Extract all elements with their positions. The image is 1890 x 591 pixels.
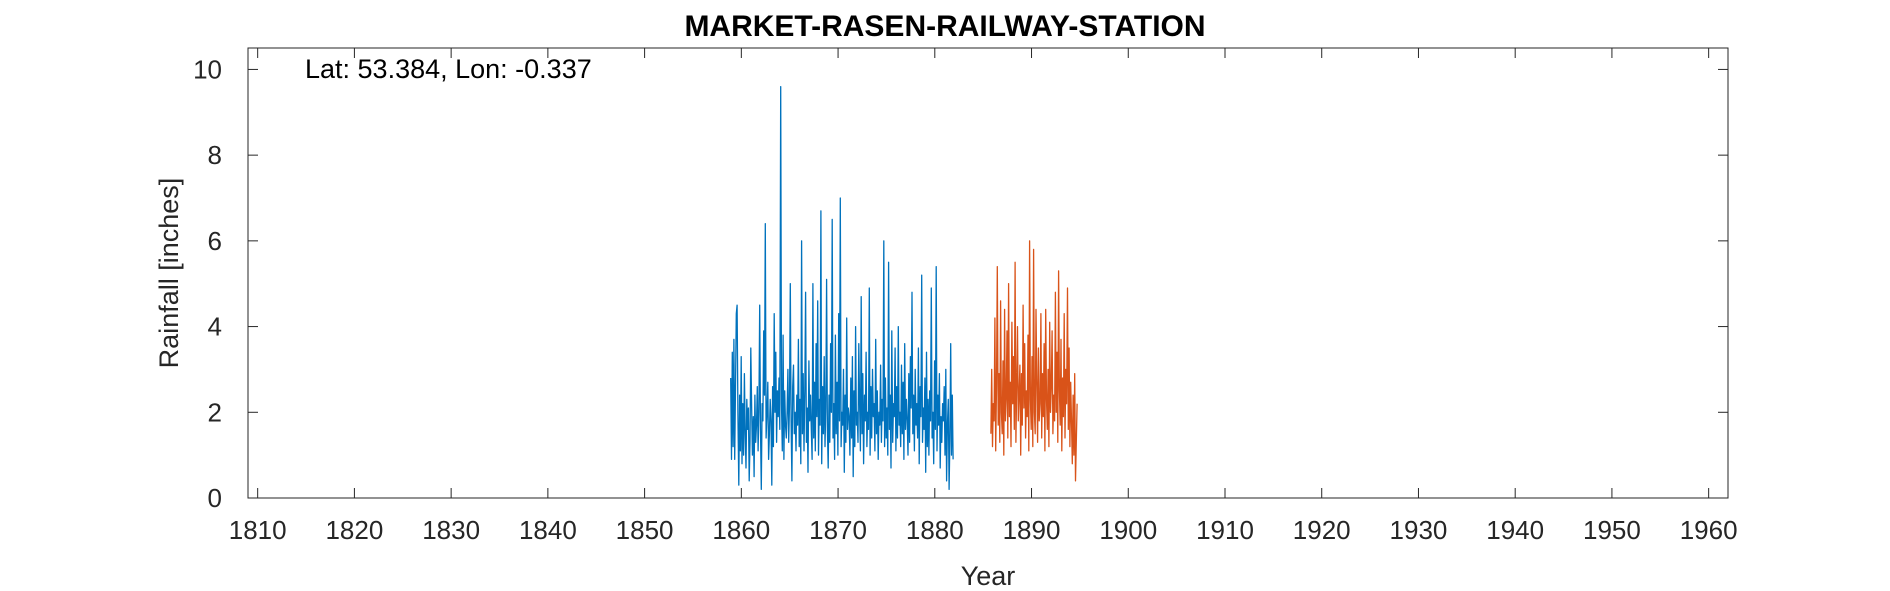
x-tick-label: 1920	[1293, 515, 1351, 545]
y-tick-label: 10	[193, 54, 222, 84]
x-tick-label: 1860	[712, 515, 770, 545]
x-tick-label: 1960	[1680, 515, 1738, 545]
location-annotation: Lat: 53.384, Lon: -0.337	[305, 54, 592, 84]
plot-area	[247, 47, 1729, 499]
x-tick-label: 1950	[1583, 515, 1641, 545]
x-tick-label: 1880	[906, 515, 964, 545]
series-layer	[730, 85, 1078, 491]
y-tick-label: 4	[208, 312, 222, 342]
x-tick-label: 1850	[616, 515, 674, 545]
x-tick-label: 1940	[1486, 515, 1544, 545]
x-tick-label: 1820	[325, 515, 383, 545]
x-tick-label: 1900	[1099, 515, 1157, 545]
y-tick-label: 8	[208, 140, 222, 170]
series-line-1	[730, 85, 954, 491]
x-axis-label: Year	[961, 561, 1016, 591]
series-line-2	[990, 240, 1078, 482]
x-tick-label: 1870	[809, 515, 867, 545]
y-tick-label: 6	[208, 226, 222, 256]
x-tick-label: 1810	[229, 515, 287, 545]
x-axis: 1810 1820 1830 1840 1850 1860 1870 1880 1890 1900…	[229, 48, 1738, 545]
x-tick-label: 1890	[1003, 515, 1061, 545]
x-tick-label: 1840	[519, 515, 577, 545]
x-tick-label: 1910	[1196, 515, 1254, 545]
y-tick-label: 0	[208, 483, 222, 513]
y-tick-label: 2	[208, 397, 222, 427]
x-tick-label: 1830	[422, 515, 480, 545]
y-axis-label: Rainfall [inches]	[154, 178, 184, 369]
chart-title: MARKET-RASEN-RAILWAY-STATION	[684, 10, 1205, 43]
y-axis: 0 2 4 6 8 10	[193, 54, 1728, 513]
x-tick-label: 1930	[1390, 515, 1448, 545]
